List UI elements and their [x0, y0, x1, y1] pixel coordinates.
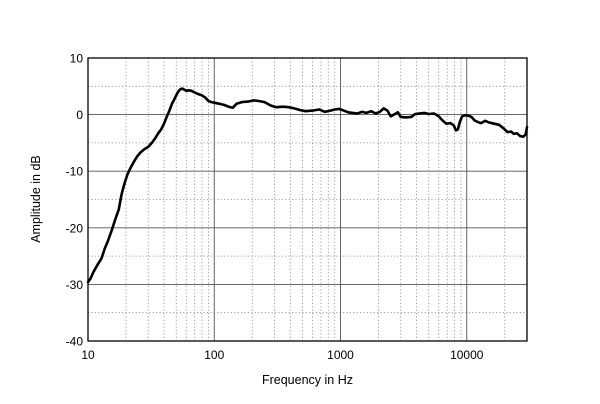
minor-grid — [88, 58, 527, 341]
y-tick-label: 10 — [70, 52, 84, 66]
y-tick-label: -30 — [66, 278, 84, 292]
y-tick-label: -20 — [66, 221, 84, 235]
plot-frame — [87, 57, 528, 342]
y-tick-label: -10 — [66, 165, 84, 179]
series-group — [86, 87, 529, 284]
y-axis-title: Amplitude in dB — [29, 155, 43, 243]
x-tick-labels: 10 100 1000 10000 — [81, 348, 483, 362]
x-tick-label: 1000 — [327, 348, 354, 362]
y-tick-label: 0 — [76, 108, 83, 122]
x-tick-label: 10000 — [450, 348, 484, 362]
x-tick-label: 10 — [81, 348, 95, 362]
x-tick-label: 100 — [204, 348, 224, 362]
y-tick-labels: 10 0 -10 -20 -30 -40 — [66, 52, 84, 349]
major-grid — [88, 58, 527, 341]
y-tick-label: -40 — [66, 335, 84, 349]
x-axis-title: Frequency in Hz — [262, 373, 353, 387]
series-line — [86, 87, 529, 284]
